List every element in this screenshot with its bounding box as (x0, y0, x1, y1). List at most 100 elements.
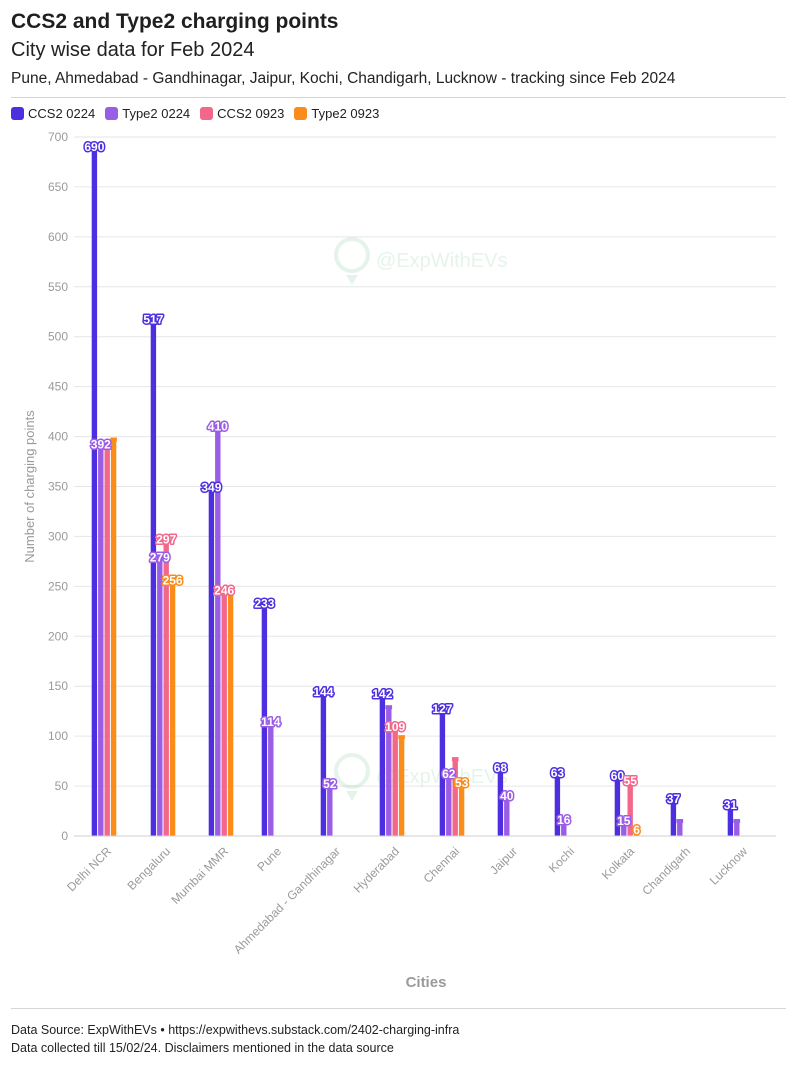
data-label: 392 (91, 438, 111, 452)
bar-cap (208, 485, 215, 490)
bar-type2-0224-chandigarh (677, 821, 683, 836)
bar-ccs2-0224-lucknow (727, 805, 734, 836)
bar-cap (156, 555, 164, 560)
bar-ccs2-0224-ahmedabad-gandhinagar (320, 692, 327, 836)
legend-label: Type2 0224 (122, 106, 191, 121)
bar-cap (554, 771, 561, 776)
bar-cap (385, 705, 393, 710)
legend-swatch (11, 107, 24, 120)
svg-text:@ExpWithEVs: @ExpWithEVs (376, 250, 507, 272)
bar-type2-0923-bengaluru (169, 580, 176, 836)
bar-cap (261, 601, 268, 606)
bar-ccs2-0224-bengaluru (150, 319, 157, 836)
y-tick-label: 450 (48, 380, 68, 394)
y-tick-label: 50 (55, 779, 69, 793)
bar-ccs2-0923-mumbai-mmr (221, 590, 227, 836)
data-label: 68 (494, 761, 508, 775)
legend-label: CCS2 0224 (28, 106, 96, 121)
bar-type2-0224-mumbai-mmr (215, 426, 221, 836)
data-label: 349 (201, 480, 221, 494)
y-tick-label: 0 (61, 829, 68, 843)
bar-cap (97, 442, 105, 447)
bar-type2-0224-bengaluru (157, 557, 163, 836)
chart-description: Pune, Ahmedabad - Gandhinagar, Jaipur, K… (11, 70, 676, 87)
data-label: 31 (724, 798, 738, 812)
bar-ccs2-0923-kolkata (627, 781, 633, 836)
chart-subtitle: City wise data for Feb 2024 (11, 39, 255, 61)
legend-item-ccs2-0923[interactable]: CCS2 0923 (200, 106, 284, 121)
x-tick-label: Bengaluru (125, 844, 174, 893)
data-label: 233 (254, 596, 274, 610)
bar-type2-0224-kolkata (621, 821, 627, 836)
data-label: 144 (313, 685, 333, 699)
data-label: 690 (84, 140, 104, 154)
bar-cap (169, 578, 176, 583)
y-tick-label: 350 (48, 480, 68, 494)
data-label: 246 (214, 583, 234, 597)
y-tick-label: 100 (48, 729, 68, 743)
legend: CCS2 0224 Type2 0224 CCS2 0923 Type2 0923 (11, 106, 379, 121)
x-tick-label: Mumbai MMR (168, 844, 231, 907)
bar-cap (676, 819, 684, 824)
bar-type2-0224-lucknow (734, 821, 740, 836)
x-tick-label: Ahmedabad - Gandhinagar (231, 844, 343, 956)
header-divider (11, 97, 786, 98)
bar-cap (379, 692, 386, 697)
data-label: 256 (163, 573, 183, 587)
bar-cap (727, 803, 734, 808)
y-axis-title: Number of charging points (22, 410, 37, 563)
data-label: 142 (372, 687, 392, 701)
x-tick-label: Kochi (546, 844, 577, 875)
chart-title: CCS2 and Type2 charging points (11, 10, 339, 33)
bar-ccs2-0224-kolkata (614, 776, 621, 836)
y-tick-label: 600 (48, 230, 68, 244)
bar-cap (214, 424, 222, 429)
bar-type2-0224-jaipur (504, 796, 510, 836)
y-tick-label: 250 (48, 579, 68, 593)
bar-cap (445, 772, 453, 777)
watermark: @ExpWithEVs (333, 753, 507, 801)
bar-type2-0923-delhi-ncr (110, 439, 117, 836)
legend-swatch (200, 107, 214, 120)
bar-cap (110, 437, 117, 442)
bar-cap (439, 707, 446, 712)
data-label: 410 (208, 420, 228, 434)
bar-ccs2-0224-delhi-ncr (91, 146, 98, 836)
x-tick-label: Lucknow (707, 844, 751, 888)
legend-swatch (294, 107, 308, 120)
x-tick-label: Jaipur (487, 844, 520, 877)
bar-ccs2-0224-jaipur (497, 768, 504, 836)
bar-cap (162, 537, 170, 542)
x-tick-label: Pune (254, 844, 284, 874)
bar-cap (458, 781, 465, 786)
footer-divider (11, 1008, 786, 1009)
data-label: 53 (455, 776, 469, 790)
bar-cap (451, 757, 459, 762)
bar-ccs2-0224-kochi (554, 773, 561, 836)
x-tick-label: Delhi NCR (64, 844, 114, 894)
bar-type2-0923-chennai (458, 783, 465, 836)
legend-item-ccs2-0224[interactable]: CCS2 0224 (11, 106, 95, 121)
bar-ccs2-0923-chennai (452, 759, 458, 836)
x-tick-label: Chennai (421, 844, 463, 886)
x-tick-label: Chandigarh (639, 844, 693, 898)
legend-item-type2-0224[interactable]: Type2 0224 (105, 106, 190, 121)
bar-ccs2-0923-delhi-ncr (104, 442, 110, 836)
y-tick-label: 200 (48, 629, 68, 643)
bar-ccs2-0224-pune (261, 603, 268, 836)
bar-type2-0224-pune (268, 722, 274, 836)
bar-cap (626, 779, 634, 784)
legend-item-type2-0923[interactable]: Type2 0923 (294, 106, 379, 121)
bar-type2-0224-ahmedabad-gandhinagar (327, 784, 333, 836)
bar-type2-0923-mumbai-mmr (227, 590, 234, 836)
bar-cap (733, 819, 741, 824)
bar-cap (227, 588, 234, 593)
bar-type2-0224-hyderabad (386, 707, 392, 836)
x-tick-label: Hyderabad (351, 844, 402, 895)
bar-cap (497, 766, 504, 771)
y-tick-label: 700 (48, 130, 68, 144)
bar-ccs2-0923-bengaluru (163, 539, 169, 836)
bar-cap (398, 735, 405, 740)
bar-cap (560, 818, 568, 823)
y-tick-label: 400 (48, 430, 68, 444)
